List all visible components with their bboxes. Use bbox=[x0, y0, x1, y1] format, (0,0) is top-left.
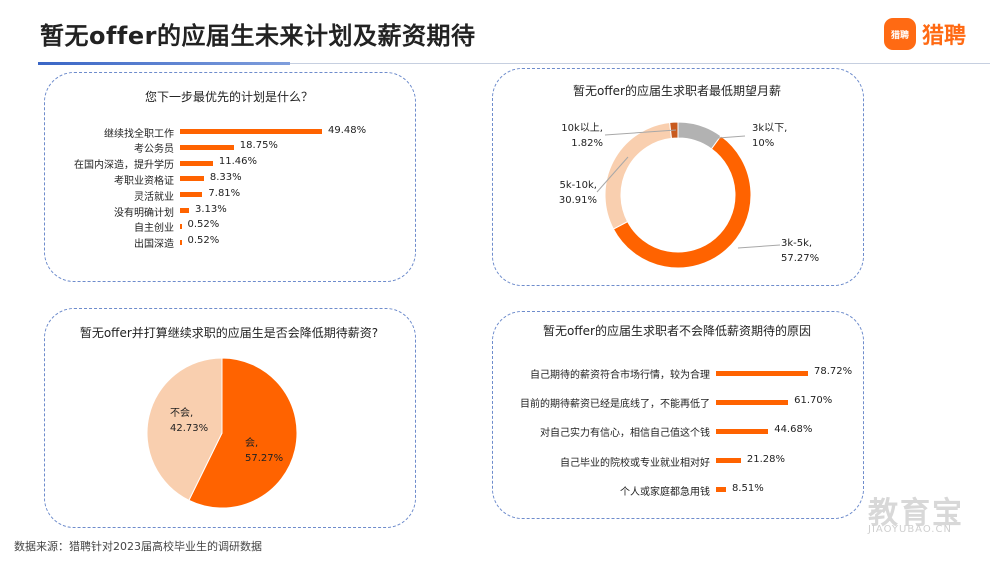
bar-value-label: 7.81% bbox=[208, 187, 241, 199]
bar-value-label: 18.75% bbox=[239, 140, 278, 152]
pie-label-yes: 会, 57.27% bbox=[245, 436, 283, 466]
donut-label-10k-plus: 10k以上, 1.82% bbox=[553, 121, 603, 151]
bar bbox=[716, 458, 741, 464]
bar-category-label: 在国内深造，提升学历 bbox=[74, 160, 174, 172]
title-underline bbox=[290, 63, 990, 64]
watermark-url: JIAOYUBAO.CN bbox=[868, 524, 952, 535]
donut-label-5k-10k: 5k-10k, 30.91% bbox=[549, 178, 597, 208]
bar bbox=[180, 160, 213, 166]
bar-category-label: 自己毕业的院校或专业就业相对好 bbox=[560, 457, 710, 469]
panel-lower-salary bbox=[44, 308, 416, 528]
panel-min-salary bbox=[492, 68, 864, 286]
data-source-note: 数据来源：猎聘针对2023届高校毕业生的调研数据 bbox=[14, 540, 262, 553]
bar-category-label: 自己期待的薪资符合市场行情，较为合理 bbox=[530, 370, 710, 381]
chart-title-reasons: 暂无offer的应届生求职者不会降低薪资期待的原因 bbox=[543, 324, 811, 338]
donut-label-3k-5k: 3k-5k, 57.27% bbox=[781, 236, 819, 266]
bar-value-label: 8.33% bbox=[209, 171, 242, 183]
pie-label-no-name: 不会, bbox=[170, 408, 194, 419]
panel-reasons bbox=[492, 311, 864, 519]
bar-value-label: 0.52% bbox=[187, 219, 220, 231]
donut-label-3k-below-name: 3k以下, bbox=[752, 123, 788, 134]
bar-category-label: 自主创业 bbox=[134, 223, 174, 235]
donut-label-10k-plus-name: 10k以上, bbox=[561, 123, 603, 134]
pie-label-yes-name: 会, bbox=[245, 438, 259, 449]
brand-name: 猎聘 bbox=[922, 24, 967, 49]
bar-value-label: 3.13% bbox=[194, 203, 227, 215]
bar bbox=[716, 428, 769, 434]
bar bbox=[180, 144, 234, 150]
brand-logo-icon: 猎聘 bbox=[884, 18, 916, 50]
bar-category-label: 考职业资格证 bbox=[114, 175, 174, 187]
donut-label-3k-below: 3k以下, 10% bbox=[752, 121, 787, 151]
donut-label-10k-plus-value: 1.82% bbox=[571, 138, 603, 149]
bar-category-label: 目前的期待薪资已经是底线了，不能再低了 bbox=[520, 399, 710, 411]
bar bbox=[716, 399, 789, 405]
bar-value-label: 61.70% bbox=[794, 395, 833, 407]
bar bbox=[180, 129, 322, 134]
donut-label-3k-below-value: 10% bbox=[752, 138, 775, 149]
bar-category-label: 灵活就业 bbox=[134, 191, 174, 203]
bar-category-label: 没有明确计划 bbox=[114, 207, 174, 219]
bar bbox=[180, 176, 204, 182]
bar bbox=[180, 239, 182, 245]
page-title: 暂无offer的应届生未来计划及薪资期待 bbox=[40, 22, 476, 50]
bar bbox=[716, 487, 726, 493]
bar-value-label: 11.46% bbox=[218, 156, 258, 168]
bar-category-label: 出国深造 bbox=[134, 239, 174, 251]
bar bbox=[716, 370, 808, 376]
pie-label-yes-value: 57.27% bbox=[245, 453, 284, 464]
chart-title-min-salary: 暂无offer的应届生求职者最低期望月薪 bbox=[573, 84, 781, 98]
brand-logo: 猎聘 猎聘 bbox=[884, 18, 966, 50]
bar-value-label: 8.51% bbox=[731, 482, 764, 494]
bar bbox=[180, 223, 182, 229]
title-underline-accent bbox=[38, 62, 290, 65]
bar-value-label: 21.28% bbox=[746, 453, 785, 465]
donut-label-5k-10k-name: 5k-10k, bbox=[559, 180, 597, 191]
pie-label-no: 不会, 42.73% bbox=[170, 406, 208, 436]
bar bbox=[180, 208, 189, 213]
bar-category-label: 个人或家庭都急用钱 bbox=[620, 486, 710, 498]
bar-value-label: 49.48% bbox=[328, 124, 367, 136]
panel-next-plan bbox=[44, 72, 416, 282]
donut-label-5k-10k-value: 30.91% bbox=[558, 195, 597, 206]
pie-label-no-value: 42.73% bbox=[170, 423, 209, 434]
bar-value-label: 78.72% bbox=[814, 366, 853, 377]
chart-title-next-plan: 您下一步最优先的计划是什么？ bbox=[144, 90, 313, 104]
bar-value-label: 44.68% bbox=[774, 424, 813, 436]
donut-label-3k-5k-name: 3k-5k, bbox=[781, 238, 813, 249]
bar-category-label: 对自己实力有信心，相信自己值这个钱 bbox=[540, 428, 710, 440]
donut-label-3k-5k-value: 57.27% bbox=[781, 253, 820, 264]
bar-category-label: 考公务员 bbox=[134, 144, 174, 156]
watermark-logo: 教育宝 bbox=[868, 496, 964, 531]
bar-category-label: 继续找全职工作 bbox=[104, 128, 174, 140]
bar-value-label: 0.52% bbox=[187, 235, 220, 247]
bar bbox=[180, 192, 203, 198]
chart-title-lower-salary: 暂无offer并打算继续求职的应届生是否会降低期待薪资? bbox=[79, 326, 379, 340]
